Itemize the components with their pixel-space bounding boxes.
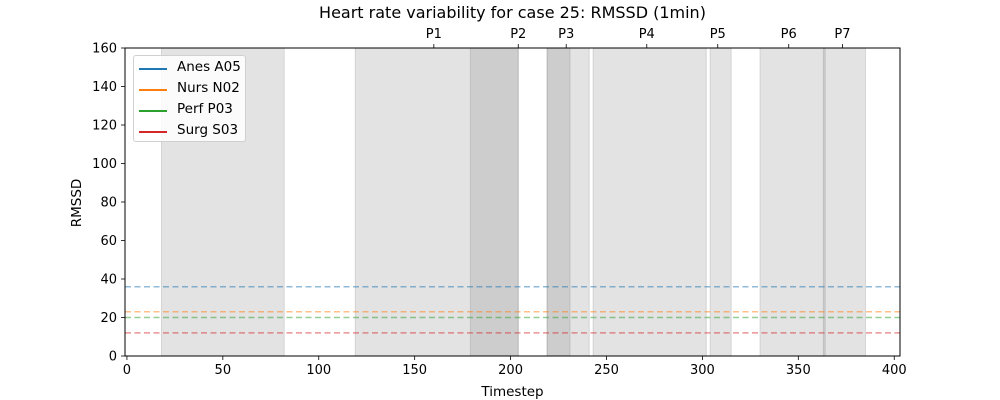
x-tick-label: 50 — [215, 363, 232, 378]
x-tick-label: 300 — [690, 363, 715, 378]
x-tick-label: 0 — [123, 363, 131, 378]
y-tick-label: 20 — [100, 311, 117, 326]
phase-label: P7 — [834, 27, 850, 42]
x-tick-label: 200 — [498, 363, 523, 378]
legend-label: Perf P03 — [177, 101, 233, 117]
legend-label: Anes A05 — [177, 59, 241, 75]
y-tick-label: 80 — [100, 196, 117, 211]
y-tick-label: 100 — [92, 157, 117, 172]
phase-label: P4 — [639, 27, 655, 42]
legend-item: Perf P03 — [134, 100, 247, 120]
x-tick-label: 350 — [786, 363, 811, 378]
phase-label: P6 — [781, 27, 797, 42]
legend-swatch — [139, 110, 167, 112]
plot-background — [125, 48, 900, 356]
y-axis-ticks: 0 20 40 60 80 100 120 140 160 — [92, 42, 125, 365]
x-axis-label: Timestep — [480, 384, 543, 400]
phase-label: P5 — [710, 27, 726, 42]
phase-label: P2 — [510, 27, 526, 42]
legend-label: Nurs N02 — [177, 80, 240, 96]
y-tick-label: 140 — [92, 80, 117, 95]
plot-area — [125, 48, 900, 356]
shaded-interval — [822, 47, 826, 357]
legend-swatch — [139, 68, 167, 70]
x-tick-label: 250 — [594, 363, 619, 378]
y-tick-label: 0 — [109, 350, 117, 365]
y-tick-label: 120 — [92, 119, 117, 134]
shaded-interval — [709, 47, 732, 357]
shaded-intervals — [161, 47, 866, 357]
x-tick-label: 150 — [402, 363, 427, 378]
legend-swatch — [139, 89, 167, 91]
legend-label: Surg S03 — [177, 122, 239, 138]
shaded-interval — [546, 47, 590, 357]
phase-markers: P1 P2 P3 P4 P5 P6 P7 — [426, 27, 851, 48]
shaded-interval — [592, 47, 707, 357]
shaded-interval — [759, 47, 866, 357]
baseline-lines — [125, 285, 900, 334]
x-tick-label: 100 — [306, 363, 331, 378]
chart-title: Heart rate variability for case 25: RMSS… — [319, 3, 706, 22]
x-axis-ticks: 0 50 100 150 200 250 300 350 400 — [123, 356, 907, 378]
legend-item: Anes A05 — [134, 58, 247, 78]
legend-item: Surg S03 — [134, 121, 247, 141]
shaded-interval — [469, 47, 519, 357]
y-tick-label: 60 — [100, 234, 117, 249]
shaded-interval — [546, 47, 571, 357]
y-tick-label: 160 — [92, 42, 117, 57]
y-tick-label: 40 — [100, 273, 117, 288]
phase-label: P3 — [558, 27, 574, 42]
x-tick-label: 400 — [882, 363, 907, 378]
y-axis-label: RMSSD — [69, 179, 85, 228]
legend: Anes A05 Nurs N02 Perf P03 Surg S03 — [133, 55, 246, 142]
phase-label: P1 — [426, 27, 442, 42]
legend-item: Nurs N02 — [134, 79, 247, 99]
legend-swatch — [139, 131, 167, 133]
